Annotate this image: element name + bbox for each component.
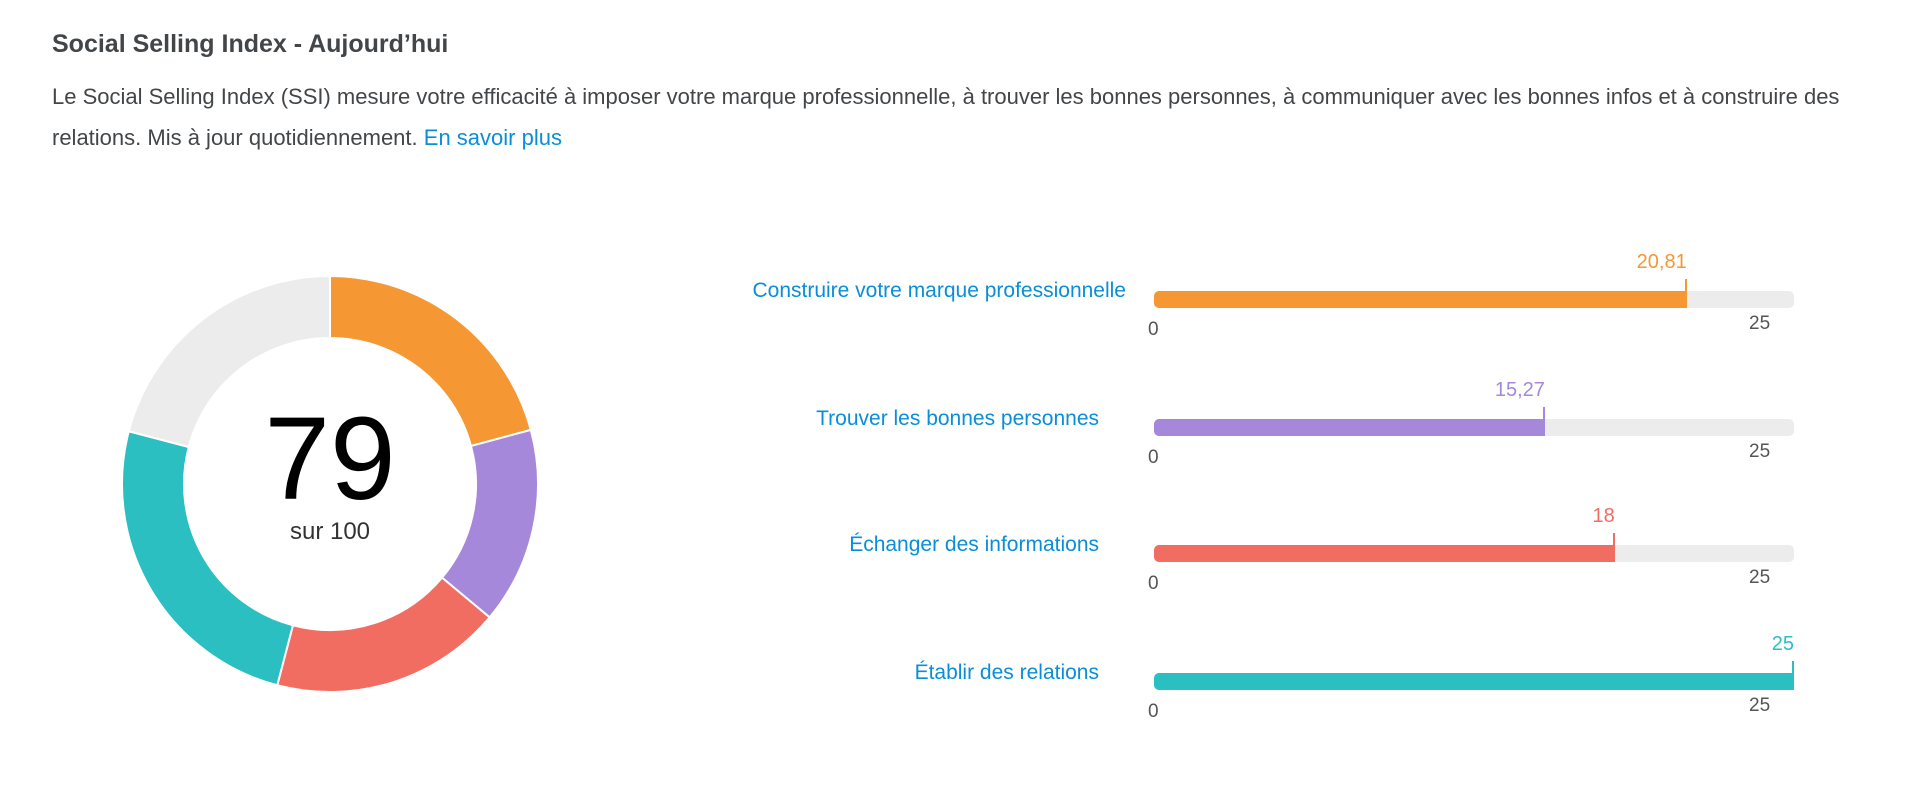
bar-marker [1684, 279, 1687, 296]
description: Le Social Selling Index (SSI) mesure vot… [52, 76, 1852, 158]
bar-value-label: 20,81 [1636, 251, 1687, 273]
bar-marker [1542, 407, 1545, 424]
axis-tick-min: 0 [1148, 701, 1159, 722]
axis-tick-max: 25 [1749, 441, 1771, 462]
bar-track: 18 0 25 [1148, 505, 1794, 594]
bar-fill [1154, 419, 1545, 436]
ssi-donut-chart [121, 274, 539, 693]
axis-tick-min: 0 [1148, 447, 1159, 468]
bar-value-label: 25 [1771, 633, 1794, 655]
axis-tick-max: 25 [1749, 313, 1771, 334]
axis-tick-min: 0 [1148, 573, 1159, 594]
axis-tick-max: 25 [1749, 567, 1771, 588]
bar-fill [1154, 545, 1615, 562]
ssi-score-max: sur 100 [289, 518, 371, 545]
bar-row: Construire votre marque professionnelle 2… [0, 251, 1908, 411]
bar-marker [1612, 533, 1615, 550]
donut-slice-4 [127, 274, 331, 449]
description-text: Le Social Selling Index (SSI) mesure vot… [52, 84, 1840, 150]
bar-row: Échanger des informations 18 0 25 [0, 505, 1908, 665]
bar-fill [1154, 291, 1687, 308]
donut-slice-3 [121, 430, 295, 687]
bar-track: 15,27 0 25 [1148, 379, 1794, 468]
category-link[interactable]: Échanger des informations [849, 533, 1099, 556]
axis-tick-max: 25 [1749, 695, 1771, 716]
bar-track: 20,81 0 25 [1148, 251, 1794, 340]
learn-more-link[interactable]: En savoir plus [423, 125, 562, 150]
category-link[interactable]: Construire votre marque professionnelle [752, 279, 1126, 302]
page-title: Social Selling Index - Aujourd’hui [52, 30, 449, 58]
axis-tick-min: 0 [1148, 319, 1159, 340]
bar-track: 25 0 25 [1148, 633, 1794, 722]
bar-value-label: 18 [1592, 505, 1615, 527]
category-link[interactable]: Trouver les bonnes personnes [816, 407, 1099, 430]
category-link[interactable]: Établir des relations [914, 661, 1099, 684]
bar-row: Trouver les bonnes personnes 15,27 0 25 [0, 379, 1908, 539]
bar-row: Établir des relations 25 0 25 [0, 633, 1908, 793]
bar-fill [1154, 673, 1794, 690]
bar-value-label: 15,27 [1494, 379, 1545, 401]
ssi-score: 79 [264, 393, 396, 525]
bar-marker [1792, 661, 1794, 678]
